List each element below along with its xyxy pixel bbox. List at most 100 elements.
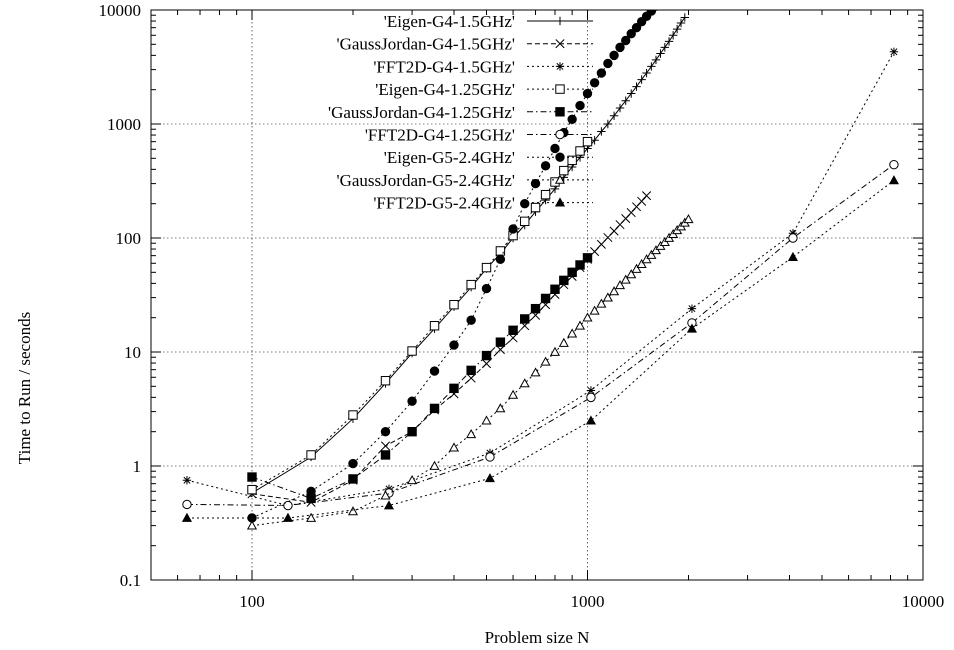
data-point [508, 325, 518, 336]
legend-label: 'FFT2D-G4-1.25GHz' [365, 126, 515, 145]
legend-marker [555, 84, 565, 94]
data-point [429, 321, 440, 331]
data-point [582, 312, 593, 322]
data-point [615, 103, 625, 113]
data-point [530, 303, 541, 314]
data-point [466, 315, 476, 325]
data-point [641, 254, 652, 264]
data-point [609, 50, 619, 61]
data-point [586, 386, 596, 395]
data-point [481, 359, 492, 369]
legend-entry-7: 'Eigen-G5-2.4GHz' [384, 148, 593, 167]
data-point [647, 62, 656, 71]
series-line [186, 164, 895, 507]
data-point [306, 512, 317, 522]
data-point [530, 202, 541, 213]
data-point [683, 214, 694, 224]
legend-entry-1: 'Eigen-G4-1.5GHz' [384, 12, 593, 31]
data-point [282, 512, 294, 522]
data-point [788, 229, 798, 238]
data-point [661, 0, 669, 2]
data-point [575, 146, 585, 156]
data-point [788, 233, 798, 243]
data-point [559, 275, 569, 286]
data-point [574, 320, 586, 330]
data-point [182, 476, 192, 485]
data-point [632, 82, 641, 91]
legend-entry-3: 'FFT2D-G4-1.5GHz' [373, 57, 593, 76]
data-point [484, 473, 496, 483]
legend: 'Eigen-G4-1.5GHz' 'GaussJordan-G4-1.5GHz'… [328, 12, 593, 213]
data-point [668, 31, 678, 40]
legend-marker [554, 174, 566, 184]
data-point [680, 13, 690, 22]
series-line [251, 10, 654, 519]
data-point [631, 263, 642, 273]
data-point [407, 396, 417, 406]
data-point [651, 55, 661, 65]
legend-label: 'GaussJordan-G5-2.4GHz' [337, 171, 515, 190]
data-point [466, 279, 476, 290]
legend-label: 'FFT2D-G4-1.5GHz' [373, 57, 515, 76]
data-point [519, 378, 530, 388]
data-point [609, 111, 619, 121]
data-point [589, 305, 600, 315]
series-5 [247, 253, 593, 504]
legend-marker [555, 39, 565, 49]
series-8 [246, 214, 694, 530]
data-point [549, 346, 561, 356]
data-point [540, 189, 551, 200]
series-7 [247, 0, 669, 523]
data-point [642, 68, 651, 78]
series-layer [181, 0, 899, 530]
data-point [603, 58, 613, 69]
x-axis-label: Problem size N [485, 628, 590, 647]
data-point [348, 474, 358, 484]
legend-label: 'Eigen-G4-1.5GHz' [384, 12, 515, 31]
data-point [609, 286, 620, 296]
legend-marker [555, 62, 565, 71]
data-point [383, 500, 395, 510]
data-point [614, 280, 626, 290]
x-tick-label: 10000 [902, 592, 945, 611]
data-point [889, 159, 899, 170]
data-point [481, 415, 492, 425]
data-point [596, 298, 607, 308]
data-point [380, 441, 391, 451]
data-point [582, 88, 593, 99]
data-point [889, 47, 899, 56]
data-point [559, 165, 569, 176]
y-tick-label: 100 [116, 229, 142, 248]
legend-entry-5: 'GaussJordan-G4-1.25GHz' [328, 103, 593, 122]
data-point [550, 143, 560, 154]
data-point [520, 216, 530, 227]
data-point [481, 283, 492, 294]
legend-entry-9: 'FFT2D-G5-2.4GHz' [373, 194, 593, 213]
data-point [575, 260, 585, 270]
data-point [567, 155, 577, 166]
data-point [495, 254, 506, 265]
data-point [530, 367, 541, 377]
data-point [485, 452, 495, 462]
data-point [466, 428, 477, 439]
data-point [520, 314, 530, 324]
data-point [448, 442, 460, 452]
series-line [186, 51, 895, 507]
legend-marker [554, 197, 566, 207]
data-point [495, 246, 506, 256]
legend-label: 'FFT2D-G5-2.4GHz' [373, 194, 515, 213]
data-point [567, 114, 577, 124]
legend-label: 'Eigen-G5-2.4GHz' [384, 148, 515, 167]
data-point [653, 10, 659, 11]
data-point [508, 333, 518, 343]
data-point [664, 37, 674, 46]
data-point [631, 22, 642, 33]
data-point [380, 376, 391, 386]
data-point [660, 43, 670, 52]
data-point [407, 346, 417, 356]
series-4 [247, 136, 593, 495]
data-point [676, 18, 686, 28]
data-point [380, 426, 391, 437]
legend-marker [555, 129, 565, 140]
data-point [558, 337, 569, 347]
